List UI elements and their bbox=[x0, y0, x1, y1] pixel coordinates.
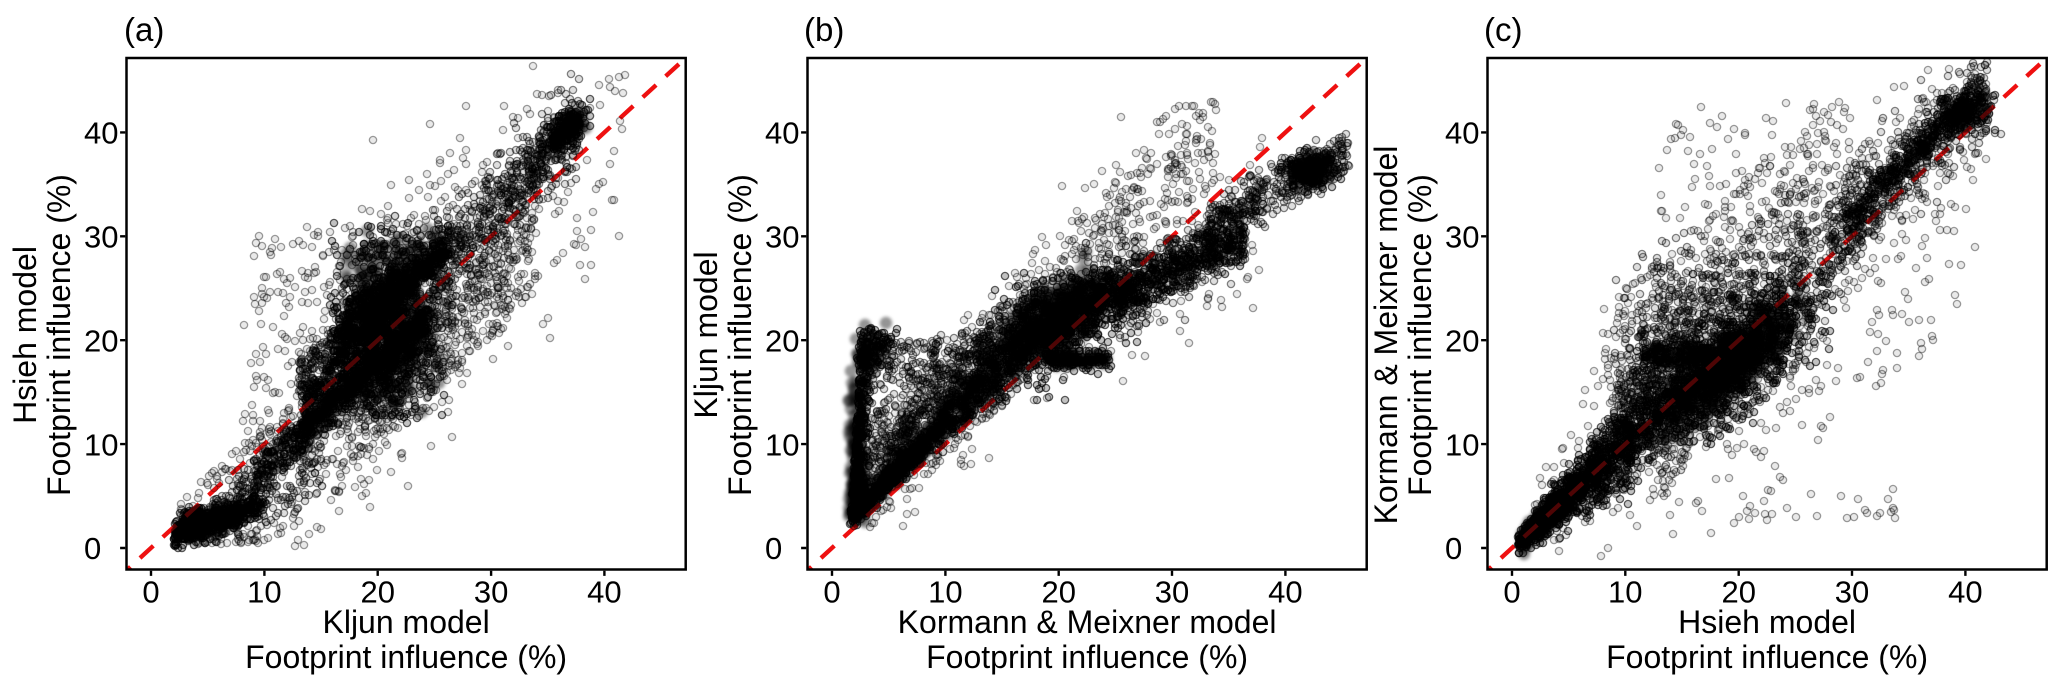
svg-text:Hsieh model: Hsieh model bbox=[7, 246, 43, 424]
svg-text:(a): (a) bbox=[124, 11, 164, 48]
svg-text:Footprint influence (%): Footprint influence (%) bbox=[41, 174, 77, 496]
